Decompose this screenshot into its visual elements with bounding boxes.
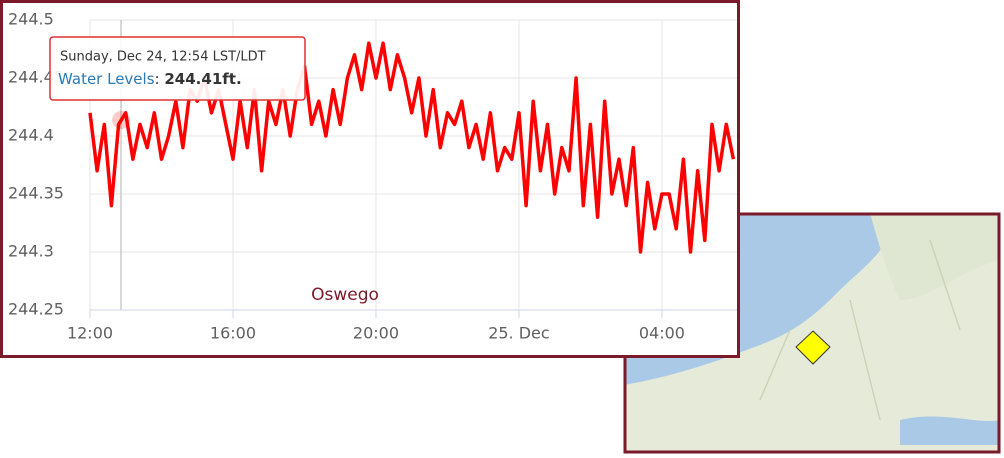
x-tick-label: 04:00: [639, 324, 685, 343]
tooltip-body: Water Levels 244.41ft.: [58, 70, 242, 88]
y-tick-label: 244.4: [8, 126, 54, 145]
y-tick-label: 244.3: [8, 242, 54, 261]
y-tick-label: 244.5: [8, 10, 54, 29]
x-tick-label: 25. Dec: [488, 324, 550, 343]
y-tick-label: 244.35: [8, 184, 64, 203]
y-tick-label: 244.25: [8, 300, 64, 319]
x-tick-label: 12:00: [67, 324, 113, 343]
tooltip-series: Water Levels: [58, 70, 155, 88]
separator: [155, 70, 160, 88]
tooltip-title: Sunday, Dec 24, 12:54 LST/LDT: [60, 50, 266, 65]
tooltip-value: 244.41ft.: [164, 70, 242, 88]
hover-halo: [112, 111, 130, 129]
x-tick-label: 20:00: [353, 324, 399, 343]
tooltip: Sunday, Dec 24, 12:54 LST/LDT: [49, 36, 306, 101]
x-tick-label: 16:00: [210, 324, 256, 343]
annotation: Oswego: [311, 285, 379, 305]
series-line: [88, 41, 736, 254]
